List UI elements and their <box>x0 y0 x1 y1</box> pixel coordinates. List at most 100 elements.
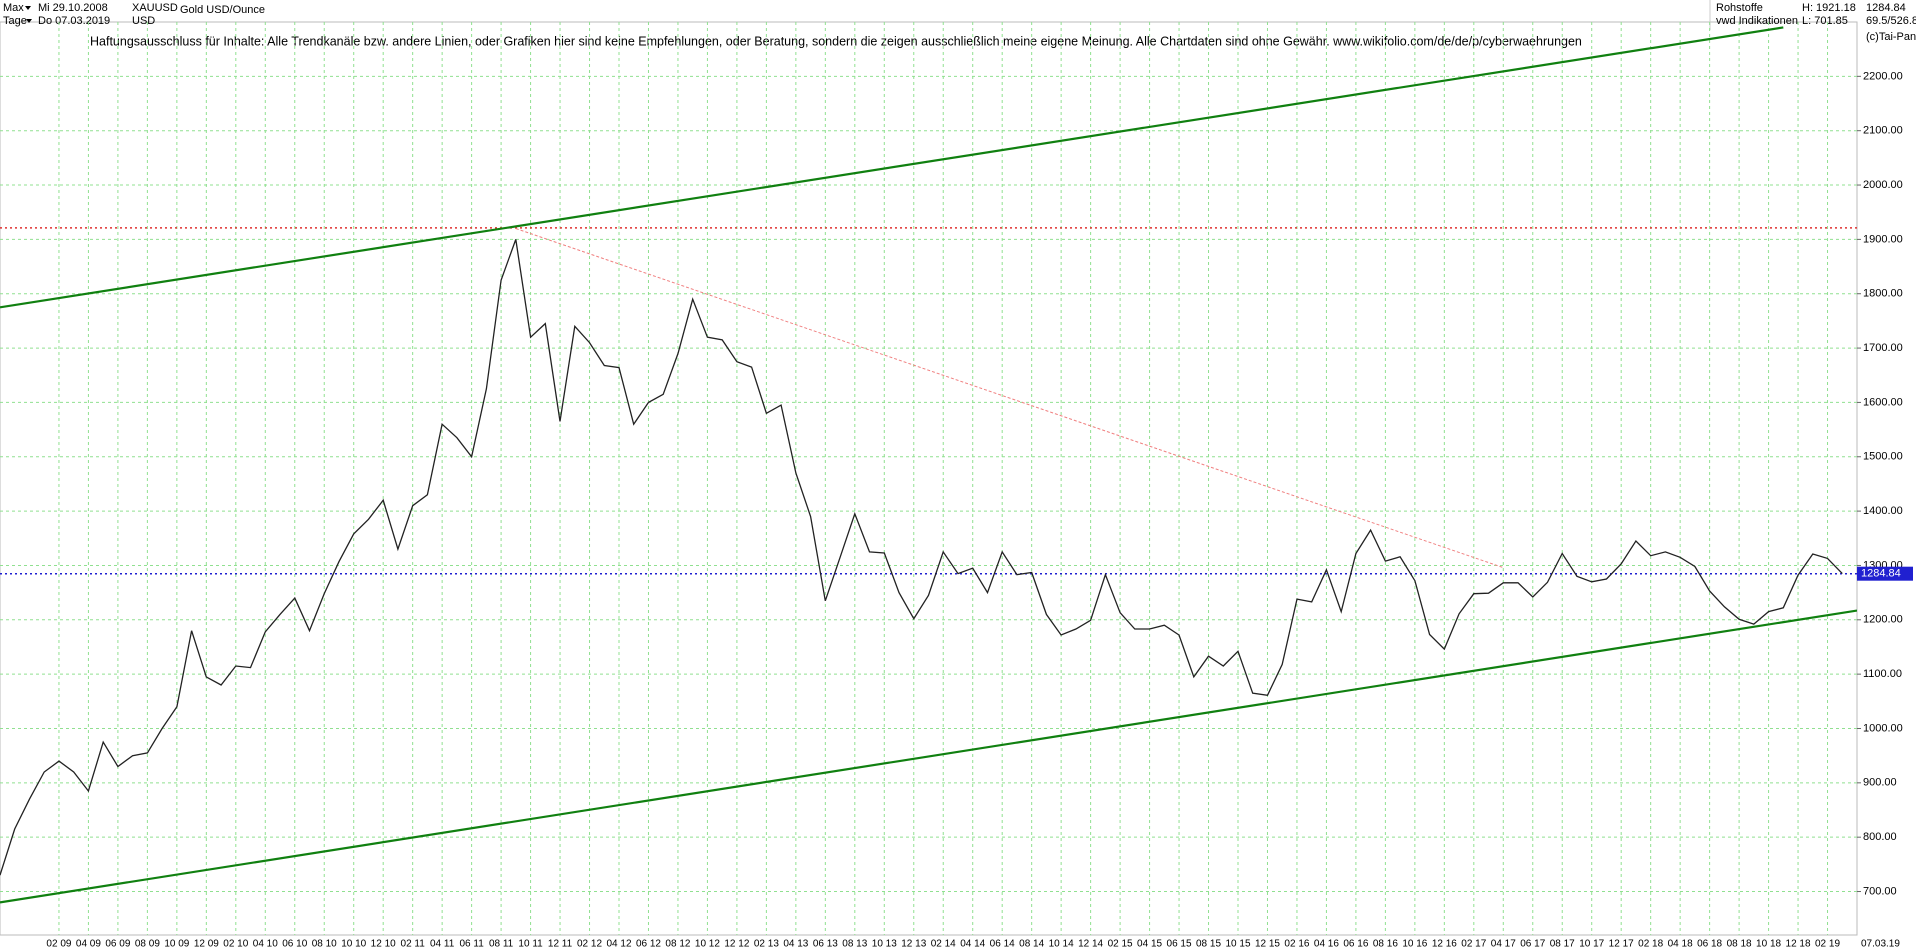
x-tick-label: 12 11 <box>548 939 573 950</box>
x-tick-label: 02 16 <box>1284 939 1309 950</box>
x-tick-label: 12 15 <box>1255 939 1280 950</box>
range[interactable]: Max <box>3 2 24 14</box>
x-tick-label: 02 15 <box>1108 939 1133 950</box>
y-tick-label: 1000.00 <box>1863 722 1903 734</box>
price-marker <box>1857 566 1913 581</box>
x-tick-label: 12 10 <box>371 939 396 950</box>
x-tick-label: 04 12 <box>606 939 631 950</box>
x-tick-label: 02 14 <box>931 939 956 950</box>
symbol: XAUUSD <box>132 2 178 14</box>
currency: USD <box>132 15 155 27</box>
x-tick-label: 08 15 <box>1196 939 1221 950</box>
x-tick-label: 12 18 <box>1786 939 1811 950</box>
x-tick-label: 10 12 <box>695 939 720 950</box>
x-tick-label: 12 09 <box>194 939 219 950</box>
y-tick-label: 2000.00 <box>1863 179 1903 191</box>
x-tick-label: 02 18 <box>1638 939 1663 950</box>
dropdown-arrow[interactable] <box>26 19 32 23</box>
x-tick-label: 02 13 <box>754 939 779 950</box>
price-marker-label: 1284.84 <box>1861 568 1901 580</box>
x-tick-label: 08 10 <box>312 939 337 950</box>
x-tick-label: 10 10 <box>341 939 366 950</box>
trend-line <box>0 26 1784 309</box>
x-tick-label: 08 14 <box>1019 939 1044 950</box>
x-tick-label: 10 18 <box>1756 939 1781 950</box>
y-tick-label: 1700.00 <box>1863 342 1903 354</box>
y-tick-label: 1100.00 <box>1863 668 1902 680</box>
trend-line <box>515 228 1504 569</box>
copyright: (c)Tai-Pan <box>1866 31 1916 43</box>
x-tick-label: 08 18 <box>1727 939 1752 950</box>
x-tick-label: 06 16 <box>1343 939 1368 950</box>
plot <box>0 22 1857 935</box>
x-tick-label: 02 11 <box>401 939 426 950</box>
x-tick-label: 02 09 <box>46 939 71 950</box>
x-tick-label: 12 12 <box>724 939 749 950</box>
disclaimer: Haftungsausschluss für Inhalte: Alle Tre… <box>90 34 1582 48</box>
x-tick-label: 04 13 <box>783 939 808 950</box>
x-tick-label: 04 15 <box>1137 939 1162 950</box>
x-tick-label: 10 15 <box>1225 939 1250 950</box>
x-tick-label: 06 14 <box>990 939 1015 950</box>
x-tick-label: 08 17 <box>1550 939 1575 950</box>
x-tick-label: 06 13 <box>813 939 838 950</box>
y-tick-label: 1500.00 <box>1863 451 1903 463</box>
y-tick-label: 1200.00 <box>1863 614 1903 626</box>
x-tick-label: 10 17 <box>1579 939 1604 950</box>
y-tick-label: 1800.00 <box>1863 288 1903 300</box>
instrument-name: Gold USD/Ounce <box>180 4 265 16</box>
y-tick-label: 1600.00 <box>1863 396 1903 408</box>
source: vwd Indikationen <box>1716 15 1798 27</box>
y-tick-label: 2200.00 <box>1863 70 1903 82</box>
x-tick-label: 06 11 <box>459 939 484 950</box>
last: 1284.84 <box>1866 2 1906 14</box>
x-tick-label: 12 17 <box>1609 939 1634 950</box>
x-tick-label: 02 10 <box>223 939 248 950</box>
x-tick-label: 10 13 <box>872 939 897 950</box>
y-tick-label: 800.00 <box>1863 831 1897 843</box>
dropdown-arrow[interactable] <box>25 6 31 10</box>
x-tick-label: 02 17 <box>1461 939 1486 950</box>
x-tick-label: 04 18 <box>1668 939 1693 950</box>
x-tick-label: 06 17 <box>1520 939 1545 950</box>
x-tick-label: 10 09 <box>164 939 189 950</box>
price-line <box>0 239 1843 876</box>
x-tick-label: 06 15 <box>1167 939 1192 950</box>
x-tick-label: 08 12 <box>665 939 690 950</box>
x-tick-label: 06 09 <box>105 939 130 950</box>
y-tick-label: 2100.00 <box>1863 125 1903 137</box>
x-tick-label: 10 14 <box>1049 939 1074 950</box>
y-tick-label: 900.00 <box>1863 777 1897 789</box>
period[interactable]: Tage <box>3 15 27 27</box>
x-tick-label: 10 11 <box>518 939 543 950</box>
x-tick-label: 12 13 <box>901 939 926 950</box>
x-tick-label: 04 17 <box>1491 939 1516 950</box>
x-tick-label: 08 11 <box>489 939 514 950</box>
x-tick-label: 08 13 <box>842 939 867 950</box>
x-end-label: 07.03.19 <box>1861 939 1900 950</box>
y-tick-label: 1900.00 <box>1863 233 1903 245</box>
x-tick-label: 08 16 <box>1373 939 1398 950</box>
start-date: Mi 29.10.2008 <box>38 2 108 14</box>
high: H: 1921.18 <box>1802 2 1856 14</box>
y-tick-label: 1400.00 <box>1863 505 1903 517</box>
x-tick-label: 08 09 <box>135 939 160 950</box>
x-tick-label: 12 14 <box>1078 939 1103 950</box>
x-tick-label: 02 19 <box>1815 939 1840 950</box>
x-tick-label: 04 09 <box>76 939 101 950</box>
x-tick-label: 04 10 <box>253 939 278 950</box>
x-tick-label: 04 14 <box>960 939 985 950</box>
x-tick-label: 04 11 <box>430 939 455 950</box>
x-tick-label: 06 10 <box>282 939 307 950</box>
x-tick-label: 06 12 <box>636 939 661 950</box>
x-tick-label: 12 16 <box>1432 939 1457 950</box>
x-tick-label: 06 18 <box>1697 939 1722 950</box>
ratio: 69.5/526.8 <box>1866 15 1916 27</box>
x-tick-label: 10 16 <box>1402 939 1427 950</box>
group: Rohstoffe <box>1716 2 1763 14</box>
low: L: 701.85 <box>1802 15 1848 27</box>
x-tick-label: 02 12 <box>577 939 602 950</box>
plot-area <box>0 21 1858 936</box>
y-tick-label: 700.00 <box>1863 885 1897 897</box>
